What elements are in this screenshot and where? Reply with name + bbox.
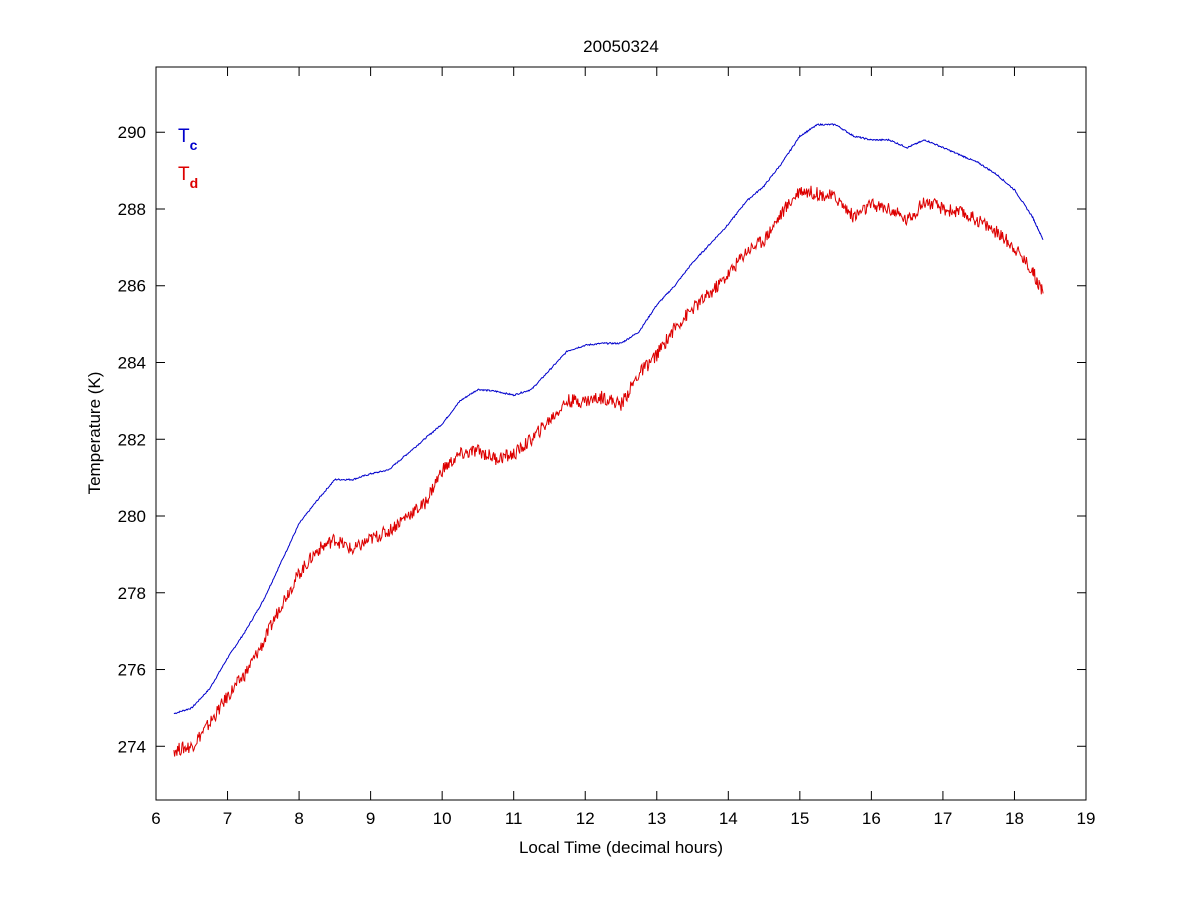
x-tick-label: 13 [647,809,666,828]
series-line-Td [173,185,1044,757]
y-axis-label: Temperature (K) [85,372,104,495]
y-tick-label: 286 [118,277,146,296]
x-tick-label: 16 [862,809,881,828]
y-tick-label: 284 [118,354,146,373]
x-tick-label: 17 [933,809,952,828]
x-tick-label: 14 [719,809,738,828]
legend-entry-tc: Tc [178,126,198,153]
legend-tc-subscript: c [190,137,198,153]
x-tick-label: 11 [505,809,523,828]
x-tick-label: 6 [151,809,160,828]
y-tick-label: 278 [118,584,146,603]
y-tick-label: 274 [118,737,146,756]
y-tick-label: 282 [118,430,146,449]
y-tick-label: 290 [118,123,146,142]
legend-td-label: T [178,164,190,185]
x-tick-label: 7 [223,809,232,828]
x-tick-label: 9 [366,809,375,828]
plot-area-frame [155,66,1087,801]
axis-ticks: 6 7 8 9 10 11 12 13 14 15 16 17 18 19 274 276 278 280 282 2… [118,67,1096,828]
series-lines [173,122,1044,757]
legend: Tc Td [178,126,198,191]
x-tick-label: 18 [1005,809,1024,828]
y-tick-label: 288 [118,200,146,219]
x-tick-label: 15 [790,809,809,828]
y-tick-label: 280 [118,507,146,526]
x-tick-label: 12 [576,809,595,828]
x-tick-label: 19 [1077,809,1096,828]
legend-tc-label: T [178,126,190,147]
x-tick-label: 10 [433,809,452,828]
chart-title: 20050324 [583,37,659,56]
x-tick-label: 8 [294,809,303,828]
legend-entry-td: Td [178,164,198,191]
series-line-Tc [173,122,1044,715]
x-axis-label: Local Time (decimal hours) [519,838,723,857]
y-tick-label: 276 [118,661,146,680]
legend-td-subscript: d [190,175,199,191]
